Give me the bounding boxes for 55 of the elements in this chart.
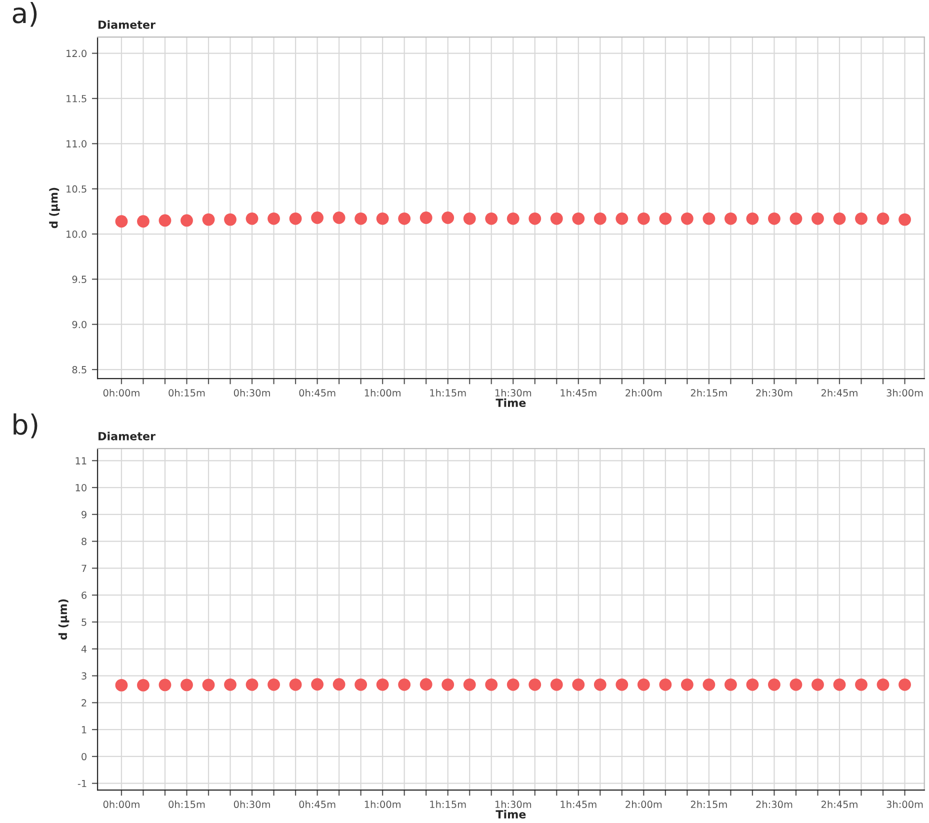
x-tick-label: 1h:15m bbox=[430, 388, 466, 397]
x-tick-label: 0h:00m bbox=[103, 388, 140, 397]
y-tick-label: 6 bbox=[82, 592, 87, 599]
x-tick-label: 0h:30m bbox=[234, 800, 270, 808]
y-tick-label: 9.5 bbox=[72, 276, 86, 284]
y-tick-label: 10 bbox=[76, 484, 86, 492]
chart-title: Diameter bbox=[98, 432, 156, 440]
x-tick-label: 2h:00m bbox=[626, 800, 662, 808]
x-axis-title: Time bbox=[496, 398, 526, 408]
y-tick-label: -1 bbox=[78, 780, 86, 788]
y-tick-label: 5 bbox=[82, 618, 86, 626]
y-tick-label: 12.0 bbox=[66, 50, 86, 58]
x-tick-label: 1h:00m bbox=[364, 388, 400, 397]
y-tick-label: 4 bbox=[81, 645, 87, 653]
x-tick-label: 0h:45m bbox=[299, 800, 336, 808]
x-tick-label: 0h:15m bbox=[168, 388, 205, 397]
y-tick-label: 10.5 bbox=[66, 185, 86, 193]
x-tick-label: 1h:30m bbox=[495, 388, 532, 397]
x-tick-label: 2h:30m bbox=[756, 388, 792, 397]
y-tick-label: 10.0 bbox=[66, 230, 86, 238]
x-tick-label: 2h:45m bbox=[821, 388, 858, 397]
y-tick-label: 11.5 bbox=[66, 95, 86, 102]
x-tick-label: 2h:00m bbox=[626, 388, 662, 397]
x-tick-label: 1h:45m bbox=[560, 388, 596, 397]
x-tick-label: 3h:00m bbox=[886, 388, 923, 397]
chart-title: Diameter bbox=[98, 20, 156, 29]
x-tick-label: 2h:45m bbox=[821, 800, 858, 808]
y-tick-label: 1 bbox=[82, 726, 86, 734]
y-tick-label: 3 bbox=[82, 672, 86, 680]
x-tick-label: 1h:00m bbox=[364, 800, 400, 808]
y-tick-label: 8 bbox=[82, 538, 86, 546]
y-tick-label: 8.5 bbox=[72, 366, 86, 374]
x-tick-label: 1h:45m bbox=[560, 800, 596, 808]
x-tick-label: 2h:30m bbox=[756, 800, 792, 808]
text: b) bbox=[14, 413, 38, 438]
x-tick-label: 0h:00m bbox=[103, 800, 140, 808]
y-tick-label: 11 bbox=[76, 457, 86, 464]
y-axis-title: d (µm) bbox=[58, 599, 70, 640]
x-tick-label: 1h:30m bbox=[495, 800, 532, 808]
x-tick-label: 0h:45m bbox=[299, 388, 336, 397]
x-tick-label: 0h:15m bbox=[168, 800, 205, 808]
x-axis-title: Time bbox=[496, 810, 526, 819]
x-tick-label: 0h:30m bbox=[234, 388, 270, 397]
y-tick-label: 11.0 bbox=[66, 140, 86, 148]
y-tick-label: 9 bbox=[82, 510, 86, 518]
y-tick-label: 9.0 bbox=[72, 320, 86, 328]
text: a) bbox=[12, 2, 37, 27]
x-tick-label: 2h:15m bbox=[690, 800, 727, 808]
y-tick-label: 0 bbox=[82, 752, 86, 760]
y-tick-label: 2 bbox=[82, 699, 86, 706]
x-tick-label: 1h:15m bbox=[430, 800, 466, 808]
x-tick-label: 2h:15m bbox=[690, 388, 727, 397]
x-tick-label: 3h:00m bbox=[886, 800, 923, 808]
y-tick-label: 7 bbox=[82, 564, 86, 572]
y-axis-title: d (µm) bbox=[49, 188, 60, 228]
